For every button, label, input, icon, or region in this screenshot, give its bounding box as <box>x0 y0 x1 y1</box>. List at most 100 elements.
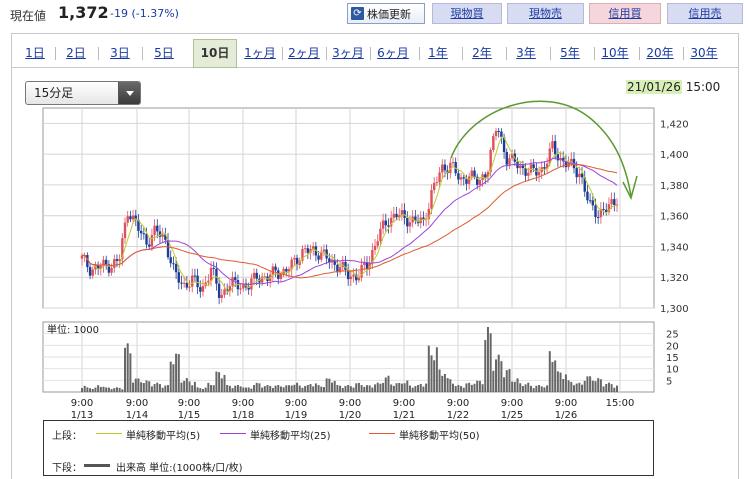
volume-bar <box>607 382 610 392</box>
candle-body <box>330 259 334 263</box>
volume-bar <box>570 381 573 392</box>
volume-bar <box>204 387 207 392</box>
interval-select[interactable]: 15分足 <box>25 81 141 105</box>
volume-bar <box>449 379 452 392</box>
volume-bar <box>175 353 178 392</box>
margin-sell-button[interactable]: 信用売 <box>667 3 743 24</box>
x-tick-time: 9:00 <box>285 398 307 409</box>
tab-10y[interactable]: 10年 <box>601 46 629 60</box>
margin-buy-button[interactable]: 信用買 <box>589 3 661 24</box>
candle-body <box>521 165 525 168</box>
tab-20y[interactable]: 20年 <box>646 46 674 60</box>
candle-body <box>594 205 597 218</box>
candle-body <box>239 288 242 290</box>
volume-bar <box>261 387 264 392</box>
volume-bar <box>277 385 280 392</box>
volume-bar <box>312 386 315 392</box>
candle-body <box>602 208 605 210</box>
volume-bar <box>132 382 135 392</box>
spot-buy-button[interactable]: 現物買 <box>432 3 502 24</box>
volume-bar <box>376 382 379 392</box>
legend-ma25: 単純移動平均(25) <box>250 431 331 442</box>
volume-bar <box>301 387 304 392</box>
tab-divider <box>550 47 551 60</box>
volume-bar <box>505 370 508 392</box>
volume-bar <box>443 373 446 392</box>
tab-2d[interactable]: 2日 <box>66 46 86 60</box>
volume-tick-label: 5 <box>666 376 672 387</box>
volume-bar <box>339 385 342 392</box>
price-tick-label: 1,300 <box>660 304 689 315</box>
volume-bar <box>478 380 481 392</box>
tab-1d[interactable]: 1日 <box>25 46 45 60</box>
candle-body <box>290 259 293 270</box>
x-tick-time: 9:00 <box>232 398 254 409</box>
candle-body <box>231 277 234 286</box>
candle-body <box>107 264 111 273</box>
candle-body <box>177 272 180 283</box>
tab-2m[interactable]: 2ヶ月 <box>288 46 320 60</box>
candle-body <box>519 165 522 169</box>
candle-body <box>398 215 401 218</box>
volume-bar <box>223 374 226 392</box>
candle-body <box>164 234 167 240</box>
refresh-price-button[interactable]: ⟳ 株価更新 <box>347 3 425 24</box>
candle-body <box>287 269 291 272</box>
tab-5d[interactable]: 5日 <box>154 46 174 60</box>
candle-body <box>438 172 441 183</box>
volume-bar <box>414 386 417 392</box>
candle-body <box>320 251 323 260</box>
volume-bar <box>282 387 285 392</box>
x-tick-date: 1/13 <box>71 410 93 421</box>
tab-3d[interactable]: 3日 <box>110 46 130 60</box>
tab-3y[interactable]: 3年 <box>516 46 536 60</box>
volume-bar <box>207 382 210 392</box>
candle-body <box>121 238 124 260</box>
candle-body <box>212 267 215 269</box>
tab-6m[interactable]: 6ヶ月 <box>377 46 409 60</box>
candle-body <box>312 246 315 249</box>
volume-bar <box>285 385 288 392</box>
x-tick-time: 9:00 <box>501 398 523 409</box>
refresh-price-label: 株価更新 <box>367 7 411 21</box>
volume-tick-label: 25 <box>666 330 679 341</box>
volume-bar <box>121 389 124 392</box>
volume-bar <box>575 383 578 392</box>
x-tick-date: 1/22 <box>447 410 469 421</box>
candle-body <box>309 248 312 253</box>
volume-bar <box>562 379 565 392</box>
tab-30y[interactable]: 30年 <box>690 46 718 60</box>
candle-body <box>516 161 519 169</box>
tab-2y[interactable]: 2年 <box>472 46 492 60</box>
volume-bar <box>325 378 328 392</box>
candle-body <box>497 130 500 132</box>
x-tick-date: 1/14 <box>126 410 148 421</box>
spot-sell-button[interactable]: 現物売 <box>507 3 584 24</box>
volume-bar <box>322 387 325 392</box>
volume-bar <box>454 386 457 392</box>
candle-body <box>365 262 369 270</box>
volume-bar <box>167 385 170 392</box>
volume-bar <box>255 382 258 392</box>
candle-body <box>357 277 361 281</box>
volume-bar <box>368 385 371 392</box>
candle-body <box>389 217 393 227</box>
candle-body <box>172 263 175 265</box>
volume-tick-label: 15 <box>666 353 679 364</box>
volume-bar <box>564 374 567 392</box>
volume-bar <box>599 379 602 392</box>
volume-bar <box>352 387 355 392</box>
volume-bar <box>581 384 584 392</box>
volume-bar <box>188 381 191 392</box>
volume-bar <box>392 385 395 392</box>
tab-divider <box>594 47 595 60</box>
tab-10d[interactable]: 10日 <box>193 39 237 68</box>
candle-body <box>395 213 398 218</box>
tab-1y[interactable]: 1年 <box>428 46 448 60</box>
volume-bar <box>411 387 414 392</box>
tab-5y[interactable]: 5年 <box>560 46 580 60</box>
candle-body <box>217 283 221 298</box>
tab-1m[interactable]: 1ヶ月 <box>244 46 276 60</box>
candle-body <box>191 275 194 287</box>
tab-3m[interactable]: 3ヶ月 <box>332 46 364 60</box>
